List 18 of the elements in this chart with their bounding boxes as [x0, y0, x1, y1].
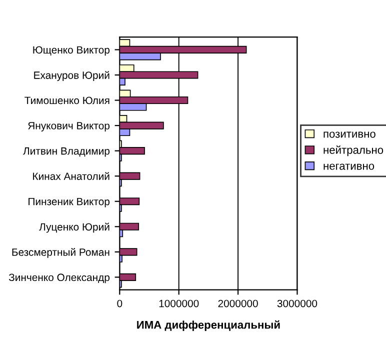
y-tick-label: Ехануров Юрий: [34, 71, 110, 82]
y-tick-label: Пинзеник Виктор: [28, 198, 110, 208]
y-tick-label: Зинченко Олександр: [8, 274, 110, 284]
x-axis-title: ИМА дифференциальный: [137, 320, 280, 331]
legend-label: нейтрально: [324, 146, 384, 156]
x-tick-label: 2000000: [218, 300, 258, 308]
x-tick-label: 1000000: [159, 300, 199, 308]
legend-label: позитивно: [324, 132, 376, 138]
legend-label: негативно: [324, 164, 374, 170]
y-tick-label: Безсмертный Роман: [12, 248, 110, 258]
y-tick-label: Янукович Виктор: [28, 122, 110, 132]
x-tick-label: 0: [117, 300, 122, 308]
y-tick-label: Тимошенко Юлия: [24, 96, 110, 104]
y-tick-label: Луценко Юрий: [39, 222, 110, 233]
x-tick-label: 3000000: [277, 300, 318, 308]
y-tick-label: Кинах Анатолий: [33, 172, 110, 180]
y-tick-label: Литвин Владимир: [23, 147, 110, 157]
y-tick-label: Ющенко Виктор: [33, 46, 110, 56]
